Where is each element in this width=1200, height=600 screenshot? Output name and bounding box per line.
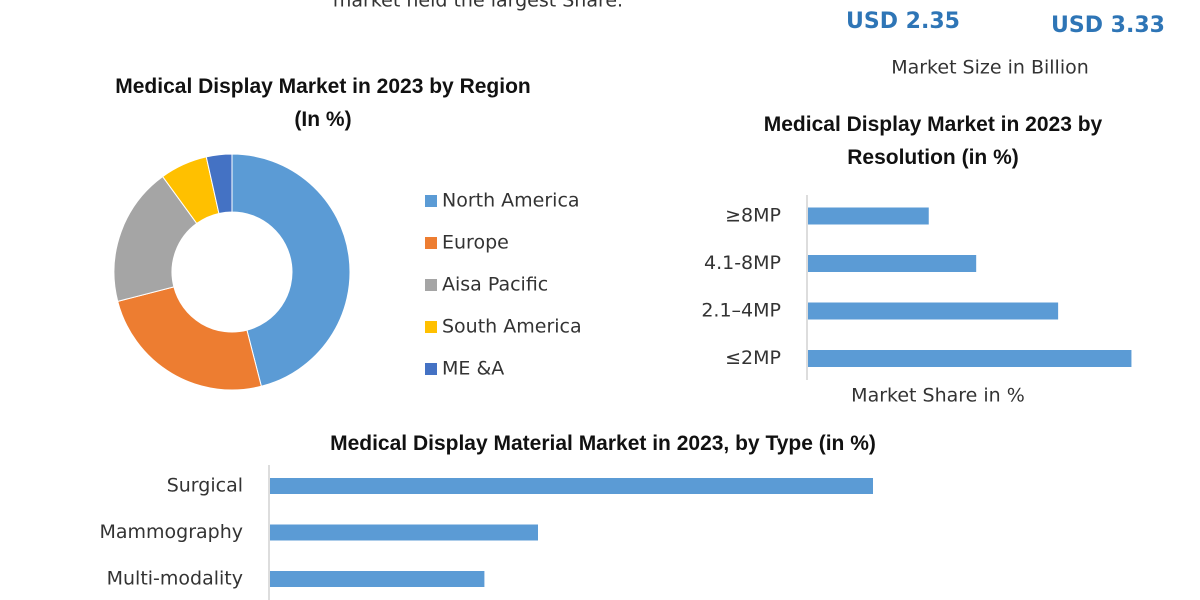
legend-label: Aisa Pacific [442, 274, 548, 296]
legend-swatch [425, 195, 437, 207]
legend-label: South America [442, 316, 582, 338]
y-tick-label: ≤2MP [725, 347, 781, 369]
bar [808, 350, 1132, 367]
y-tick-label: 2.1–4MP [701, 300, 781, 322]
bar [270, 478, 873, 494]
bar [270, 571, 485, 587]
legend-swatch [425, 237, 437, 249]
bar [808, 255, 977, 272]
bar [808, 207, 929, 225]
y-tick-label: Mammography [99, 521, 243, 543]
legend-swatch [425, 363, 437, 375]
legend-swatch [425, 321, 437, 333]
chart-title: Medical Display Market in 2023 by Region… [115, 75, 531, 131]
bar [808, 302, 1059, 320]
y-tick-label: Surgical [167, 475, 243, 497]
chart-title: Medical Display Material Market in 2023,… [330, 432, 876, 455]
header-note: market held the largest Share. [333, 0, 623, 12]
donut-slice [205, 153, 233, 215]
bar [270, 524, 538, 541]
legend-label: Europe [442, 232, 509, 254]
legend-label: North America [442, 190, 580, 212]
chart-title: Medical Display Market in 2023 by Resolu… [763, 113, 1103, 169]
market-size: USD 3.33 [1051, 13, 1165, 38]
y-tick-label: Multi-modality [107, 568, 243, 590]
y-tick-label: 4.1-8MP [704, 252, 781, 274]
x-axis-label: Market Share in % [851, 385, 1025, 407]
legend-label: ME &A [442, 358, 504, 380]
market-size: USD 2.35 [846, 9, 960, 34]
market-size-label: Market Size in Billion [891, 57, 1089, 79]
donut-slice [117, 286, 262, 391]
y-tick-label: ≥8MP [725, 205, 781, 227]
donut-slice [231, 153, 351, 387]
legend-swatch [425, 279, 437, 291]
